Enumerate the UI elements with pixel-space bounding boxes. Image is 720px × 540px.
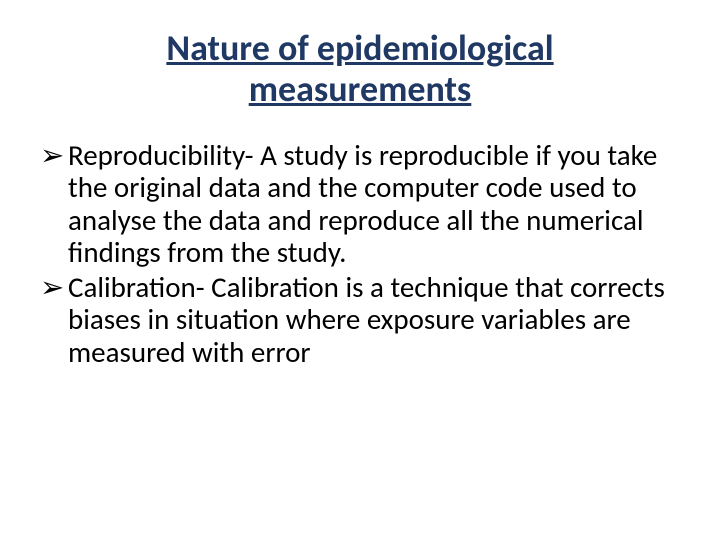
- slide: Nature of epidemiological measurements ➢…: [0, 0, 720, 540]
- list-item: ➢ Calibration- Calibration is a techniqu…: [40, 271, 680, 368]
- list-item-text: Reproducibility- A study is reproducible…: [68, 139, 680, 269]
- title-line-2: measurements: [249, 67, 472, 111]
- chevron-right-icon: ➢: [40, 139, 68, 171]
- slide-title: Nature of epidemiological measurements: [40, 28, 680, 111]
- slide-body: ➢ Reproducibility- A study is reproducib…: [40, 139, 680, 368]
- list-item: ➢ Reproducibility- A study is reproducib…: [40, 139, 680, 269]
- chevron-right-icon: ➢: [40, 271, 68, 303]
- title-line-1: Nature of epidemiological: [166, 26, 553, 70]
- list-item-text: Calibration- Calibration is a technique …: [68, 271, 680, 368]
